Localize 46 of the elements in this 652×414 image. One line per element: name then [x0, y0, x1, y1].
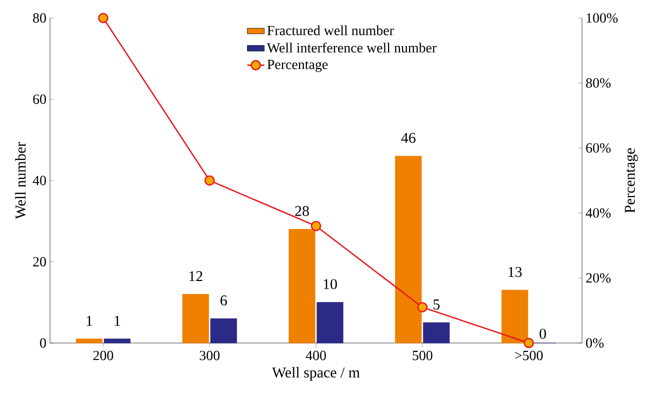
data-label: 1	[86, 316, 92, 326]
y2-tick-label: 60%	[586, 143, 611, 153]
legend-label: Percentage	[267, 60, 328, 72]
bar	[395, 156, 422, 344]
x-tick-label: 300	[200, 350, 220, 360]
x-axis-title: Well space / m	[272, 367, 360, 381]
x-tick-label: 500	[412, 350, 432, 360]
y-tick-label: 0	[40, 338, 46, 348]
legend-label: Well interference well number	[266, 42, 436, 53]
data-label: 13	[508, 266, 522, 277]
data-label: 6	[220, 295, 227, 306]
y2-tick-label: 80%	[586, 78, 611, 88]
y2-axis-title: Percentage	[624, 148, 638, 213]
point	[417, 302, 428, 312]
bar	[76, 338, 103, 344]
bar	[210, 318, 237, 344]
bar	[104, 338, 131, 344]
bar	[316, 302, 344, 344]
x-tick-label: >500	[515, 350, 543, 360]
point	[524, 338, 534, 348]
y-axis-title: Well number	[15, 142, 26, 220]
y2-tick-label: 40%	[586, 208, 611, 218]
y-tick-label: 20	[33, 257, 46, 266]
x-tick-label: 200	[93, 350, 114, 360]
y2-tick-label: 0%	[586, 338, 604, 348]
data-label: 0	[540, 328, 546, 339]
legend-label: Fractured well number	[267, 25, 394, 36]
y-tick-label: 60	[33, 94, 46, 104]
data-label: 5	[434, 300, 440, 310]
bar	[423, 322, 450, 344]
point	[310, 220, 322, 232]
data-label: 10	[324, 279, 337, 290]
bar	[502, 290, 528, 344]
point	[204, 175, 215, 186]
y2-tick-label: 20%	[586, 273, 611, 283]
x-tick-label: 400	[306, 350, 326, 360]
y2-tick-label: 100%	[586, 13, 618, 23]
bar	[182, 294, 209, 344]
y-tick-label: 80	[33, 13, 46, 23]
y-tick-label: 40	[32, 176, 46, 186]
point	[98, 12, 108, 24]
data-label: 1	[114, 316, 120, 326]
data-label: 12	[189, 271, 202, 282]
data-label: 28	[295, 206, 309, 216]
data-label: 46	[401, 132, 416, 143]
bar	[288, 228, 316, 344]
